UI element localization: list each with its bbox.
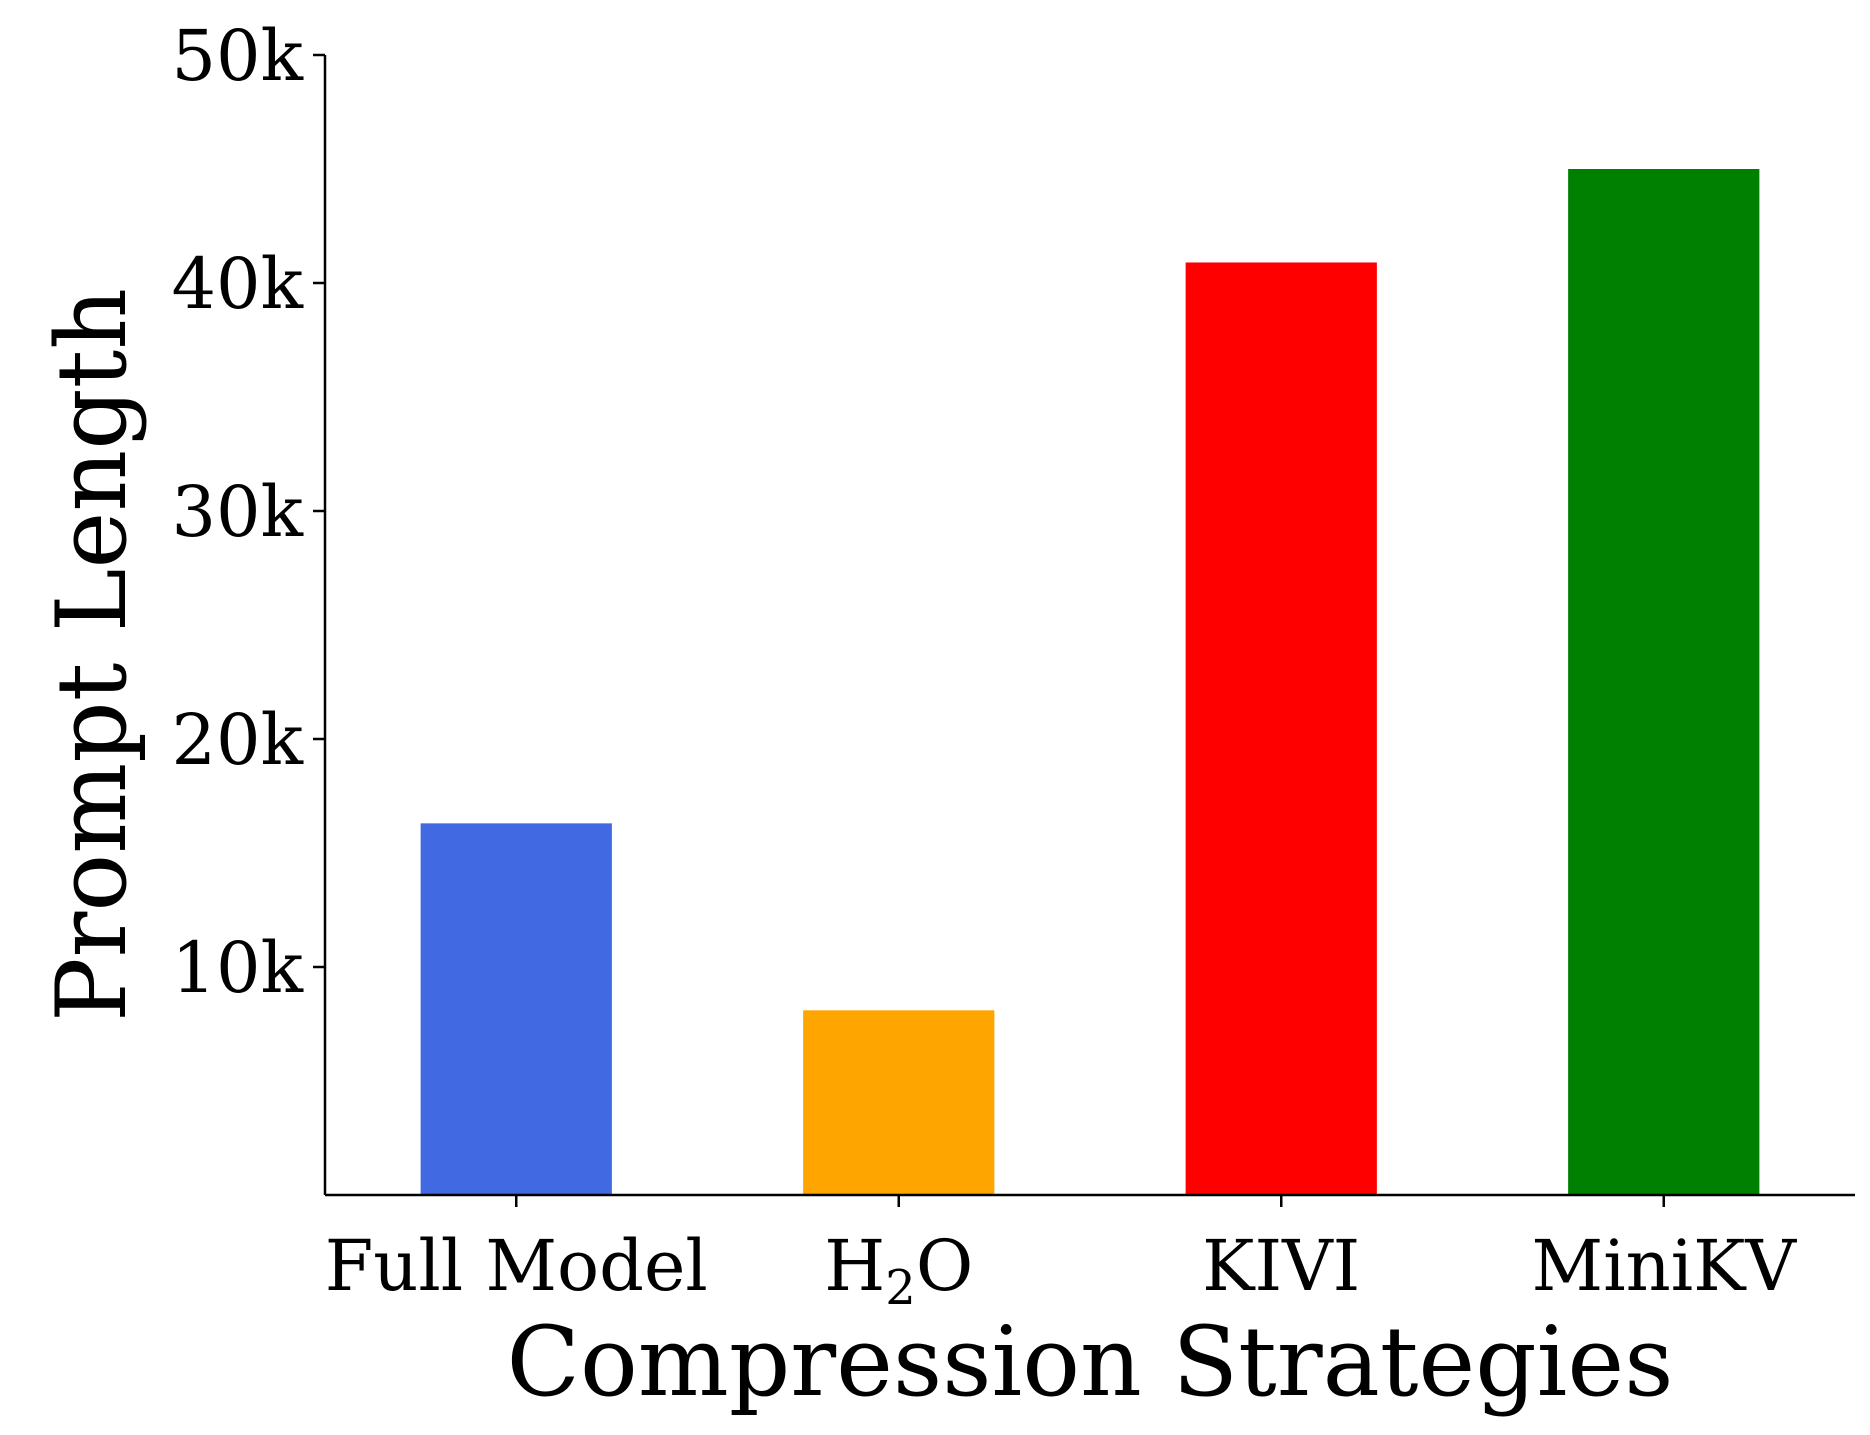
x-tick-label-2: KIVI [1202, 1225, 1360, 1307]
y-tick-label-3: 40k [172, 243, 304, 325]
bar-0 [420, 823, 612, 1195]
y-tick-label-2: 30k [172, 471, 304, 553]
bar-1 [803, 1010, 995, 1195]
x-axis-title: Compression Strategies [507, 1306, 1674, 1418]
y-axis-title: Prompt Length [36, 288, 148, 1022]
y-ticks-group: 10k 20k 30k 40k 50k [172, 15, 325, 1009]
bars-group [420, 169, 1760, 1196]
bar-3 [1568, 169, 1760, 1195]
bar-2 [1185, 262, 1377, 1196]
y-tick-label-0: 10k [172, 927, 304, 1009]
x-tick-label-0: Full Model [325, 1225, 708, 1307]
y-tick-label-4: 50k [172, 15, 304, 97]
x-tick-label-3: MiniKV [1532, 1225, 1798, 1307]
y-tick-label-1: 20k [172, 699, 304, 781]
x-tick-label-1: H2O [824, 1225, 973, 1316]
x-ticks-group: Full Model H2O KIVI MiniKV [325, 1195, 1798, 1316]
